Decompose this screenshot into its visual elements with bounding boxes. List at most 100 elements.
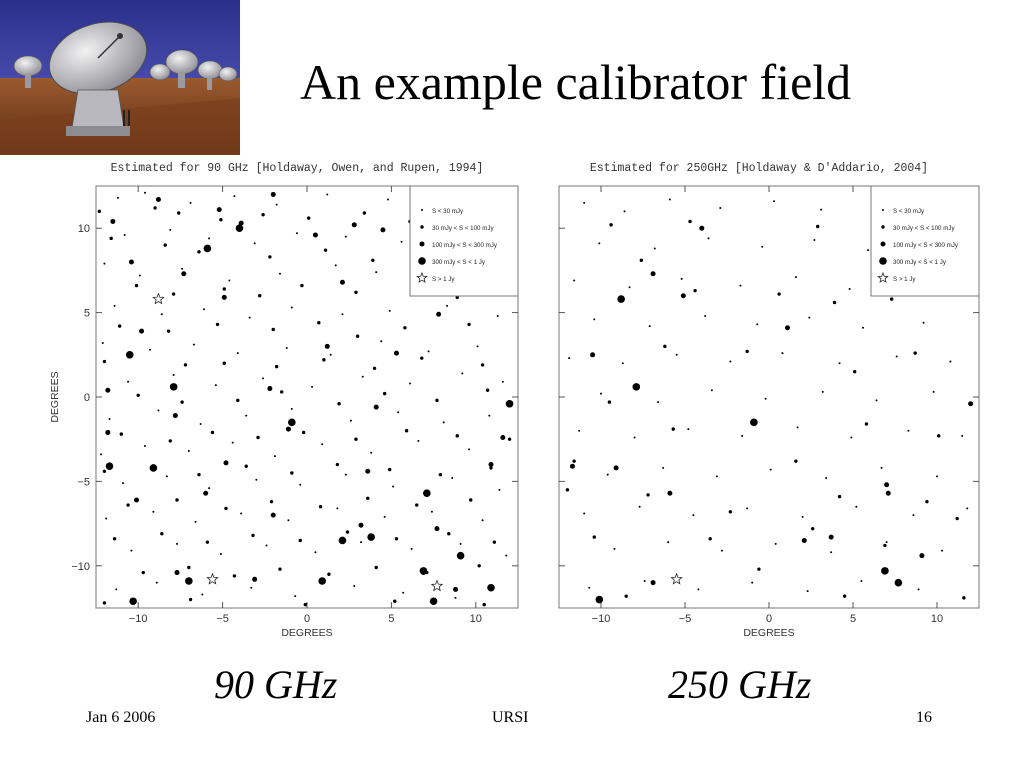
source-point-dot-s [317, 321, 321, 325]
source-point-dot-m [373, 404, 379, 410]
source-point-dot-s [134, 283, 139, 288]
source-point-dot-xs [710, 389, 713, 392]
source-point-dot-m [110, 218, 116, 224]
source-point-dot-l [617, 295, 625, 303]
source-point-dot-s [117, 324, 122, 328]
source-point-dot-xs [115, 588, 118, 591]
source-point-dot-s [639, 258, 644, 262]
source-point-dot-xs [103, 262, 106, 265]
source-point-dot-xs [299, 483, 302, 486]
source-point-dot-xs [922, 321, 925, 324]
source-point-dot-s [215, 322, 220, 327]
source-point-dot-l [423, 489, 431, 498]
source-point-dot-xs [201, 593, 204, 596]
source-point-dot-xs [181, 267, 184, 270]
x-axis-label: DEGREES [281, 627, 332, 639]
source-point-dot-xs [149, 348, 152, 351]
source-point-dot-s [832, 300, 837, 305]
source-point-dot-xs [648, 325, 651, 328]
source-point-dot-xs [895, 355, 898, 358]
source-point-dot-m [134, 497, 140, 503]
source-point-dot-s [663, 344, 667, 349]
source-point-dot-s [322, 358, 326, 362]
x-tick-label: −5 [216, 613, 229, 625]
source-point-dot-m [128, 259, 134, 265]
source-point-dot-xs [176, 542, 179, 545]
source-point-dot-m [613, 465, 619, 471]
source-point-dot-l [367, 533, 375, 541]
source-point-dot-xs [949, 360, 952, 363]
source-point-dot-xs [662, 466, 665, 469]
source-point-dot-m [699, 225, 705, 231]
source-point-dot-s [258, 294, 262, 298]
source-point-dot-l [505, 399, 514, 408]
source-point-dot-s [251, 533, 255, 538]
legend-entry: S > 1 Jy [893, 276, 916, 283]
source-point-dot-xs [262, 377, 265, 380]
source-point-dot-m [436, 311, 442, 317]
source-point-dot-s [163, 243, 167, 247]
legend-entry: 300 mJy < S < 1 Jy [432, 259, 486, 266]
left-frequency-label: 90 GHz [214, 662, 338, 707]
source-point-dot-xs [397, 411, 400, 414]
source-point-dot-xs [138, 274, 141, 277]
source-point-dot-s [232, 574, 237, 578]
source-point-dot-xs [746, 507, 749, 510]
source-point-dot-s [565, 488, 570, 492]
source-point-dot-xs [194, 520, 197, 523]
legend-entry: 30 mJy < S < 100 mJy [893, 225, 955, 232]
source-point-dot-xs [633, 436, 636, 439]
source-point-dot-s [323, 248, 328, 252]
source-point-dot-s [477, 564, 481, 568]
source-point-dot-m [801, 537, 807, 543]
source-point-dot-xs [380, 340, 383, 343]
source-point-dot-xs [741, 434, 744, 437]
legend-box [870, 185, 980, 297]
source-point-dot-m [238, 220, 244, 226]
source-point-dot-s [345, 530, 350, 534]
source-point-dot-xs [122, 482, 125, 485]
x-axis-label: DEGREES [743, 627, 794, 639]
source-point-dot-xs [143, 191, 146, 194]
source-point-dot-xs [808, 316, 811, 319]
source-point-dot-m [312, 232, 318, 238]
source-point-dot-m [569, 463, 575, 469]
source-point-dot-l [750, 418, 758, 427]
source-point-dot-s [236, 398, 240, 403]
source-point-dot-s [175, 498, 179, 502]
source-point-dot-xs [941, 549, 944, 552]
chart-title: Estimated for 250GHz [Holdaway & D'Addar… [590, 162, 928, 175]
source-point-dot-xs [219, 552, 222, 555]
source-point-dot-xs [155, 581, 158, 584]
source-point-dot-xs [593, 318, 596, 321]
source-point-dot-xs [568, 357, 571, 360]
source-point-dot-s [757, 567, 761, 571]
source-point-dot-xs [160, 313, 163, 316]
source-point-dot-xs [773, 200, 776, 203]
y-tick-label: −5 [77, 476, 90, 488]
source-point-dot-s [160, 532, 164, 536]
source-point-dot-xs [130, 549, 133, 552]
footer-date: Jan 6 2006 [86, 709, 156, 726]
source-point-dot-xs [290, 306, 293, 309]
source-point-star [670, 572, 683, 585]
source-point-dot-s [837, 494, 842, 499]
source-point-dot-xs [294, 595, 297, 598]
source-point-dot-m [358, 522, 364, 528]
left-chart-panel: Estimated for 90 GHz [Holdaway, Owen, an… [49, 162, 519, 639]
source-point-dot-xs [692, 514, 695, 517]
source-point-dot-l [203, 244, 212, 253]
source-point-dot-l [125, 351, 134, 359]
source-point-dot-s [393, 599, 397, 603]
source-point-dot-xs [862, 326, 865, 329]
source-point-dot-xs [410, 547, 413, 550]
source-point-dot-s [507, 437, 512, 441]
source-point-dot-m [351, 222, 357, 228]
source-point-dot-m [270, 512, 276, 518]
y-axis-label: DEGREES [49, 371, 61, 422]
right-chart-panel: Estimated for 250GHz [Holdaway & D'Addar… [558, 162, 980, 639]
source-point-dot-s [278, 567, 282, 571]
source-point-dot-xs [231, 441, 234, 444]
source-point-dot-s [936, 434, 941, 438]
source-point-dot-s [485, 388, 490, 392]
